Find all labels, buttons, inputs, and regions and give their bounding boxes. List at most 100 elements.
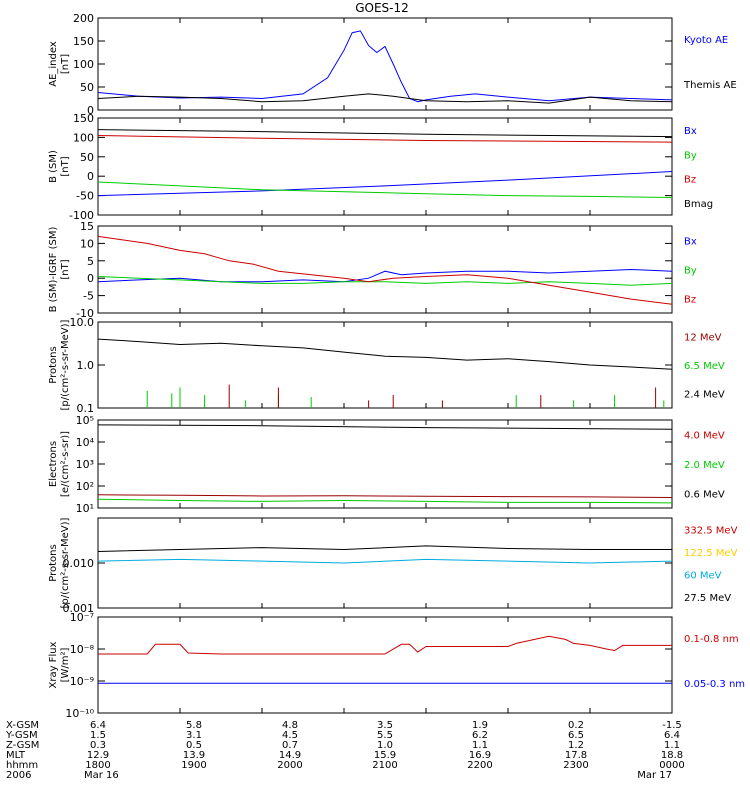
- series-line-27-5-mev: [97, 545, 672, 552]
- y-axis-label: [p/(cm²-s-sr-MeV)]: [60, 517, 71, 608]
- x-axis-value: 4.8: [282, 720, 298, 731]
- x-axis-row-label: hhmm: [6, 760, 38, 771]
- legend-label: 0.6 MeV: [684, 489, 725, 500]
- y-tick-label: 10⁻¹⁰: [65, 707, 94, 720]
- x-axis-value: 14.9: [279, 750, 301, 761]
- y-tick-label: 10⁻⁹: [70, 675, 94, 688]
- x-axis-row-label: X-GSM: [6, 720, 39, 731]
- x-axis-value: 0.7: [282, 740, 298, 751]
- legend-label: 60 MeV: [684, 570, 722, 581]
- y-axis-label: [e/(cm²-s-sr)]: [60, 431, 71, 497]
- legend-label: 0.1-0.8 nm: [684, 634, 739, 645]
- legend-label: Bmag: [684, 199, 713, 210]
- x-axis-row-label: Z-GSM: [6, 740, 39, 751]
- y-axis-label: [nT]: [60, 259, 71, 279]
- panel-2: -100 -50 0 50 100 150 B (SM) [nT] Bx By Bz Bmag: [48, 112, 713, 222]
- y-axis-label: Xray Flux: [48, 641, 59, 688]
- legend-label: 0.05-0.3 nm: [684, 679, 745, 690]
- legend-label: 122.5 MeV: [684, 548, 738, 559]
- y-tick-label: 0: [87, 170, 94, 183]
- panel-4: 0.1 1.0 10.0 Protons [p/(cm²-s-sr-MeV)] 12 Me…: [48, 316, 725, 415]
- y-tick-label: 100: [73, 131, 94, 144]
- panel-5: 10¹ 10² 10³ 10⁴ 10⁵ Electrons [e/(cm²-s-sr)] 4.…: [48, 414, 725, 515]
- series-line-4-0-mev: [97, 494, 673, 498]
- legend-label: Bz: [684, 175, 696, 186]
- y-axis-label: B (SM): [48, 150, 59, 183]
- series-line-2-4-mev: [97, 338, 673, 370]
- x-axis-value: 1900: [181, 760, 206, 771]
- y-tick-label: 1.0: [77, 359, 95, 372]
- panel-frame: [97, 225, 673, 314]
- x-axis-value: 3.1: [186, 730, 202, 741]
- x-axis-row-label: MLT: [6, 750, 26, 761]
- legend-label: Bx: [684, 237, 697, 248]
- y-axis-label: [nT]: [60, 54, 71, 74]
- x-axis-value: 6.4: [664, 730, 680, 741]
- x-axis-value: 2300: [563, 760, 588, 771]
- x-axis-value: 6.2: [472, 730, 488, 741]
- series-line-bmag: [97, 129, 673, 138]
- y-tick-label: 50: [80, 81, 94, 94]
- legend-label: Bx: [684, 126, 697, 137]
- x-axis-value: 0.2: [568, 720, 584, 731]
- legend-label: 6.5 MeV: [684, 361, 725, 372]
- y-tick-label: 10: [80, 237, 94, 250]
- legend-label: By: [684, 266, 697, 277]
- x-axis-value: 6.4: [90, 720, 106, 731]
- x-axis-value: 0.3: [90, 740, 106, 751]
- x-axis-value: 1.9: [472, 720, 488, 731]
- y-tick-label: 10⁻⁸: [70, 643, 95, 656]
- x-axis-value: 1.0: [377, 740, 393, 751]
- x-axis-value: 16.9: [469, 750, 491, 761]
- x-axis-value: 1800: [85, 760, 110, 771]
- y-axis-label: Electrons: [48, 441, 59, 487]
- x-axis-value: 6.5: [568, 730, 584, 741]
- x-axis-value: 1.1: [472, 740, 488, 751]
- series-line-2-0-mev: [97, 498, 673, 504]
- legend-label: By: [684, 150, 697, 161]
- x-axis-value: 15.9: [374, 750, 396, 761]
- x-axis-value: 1.5: [90, 730, 106, 741]
- y-tick-label: 150: [73, 112, 94, 125]
- x-axis-value: 1.2: [568, 740, 584, 751]
- y-tick-label: 0.1: [77, 402, 95, 415]
- x-axis-value: 0.5: [186, 740, 202, 751]
- chart-title: GOES-12: [355, 1, 409, 15]
- x-axis-value: 0000: [659, 760, 684, 771]
- series-line-bx: [97, 171, 673, 197]
- y-axis-label: B (SM)-IGRF (SM): [48, 227, 59, 313]
- y-axis-label: [W/m²]: [60, 647, 71, 682]
- x-axis-value: 17.8: [565, 750, 587, 761]
- y-tick-label: 50: [80, 151, 94, 164]
- y-axis-label: AE_index: [48, 41, 59, 87]
- y-tick-label: 0.010: [63, 557, 95, 570]
- x-axis-value: 13.9: [183, 750, 205, 761]
- panel-6: 0.001 0.010 Protons [p/(cm²-s-sr-MeV)] 332.5…: [48, 517, 738, 615]
- y-tick-label: 10³: [76, 458, 94, 471]
- y-tick-label: 15: [80, 220, 94, 233]
- legend-label: Themis AE: [683, 80, 737, 91]
- x-axis-value: 2000: [277, 760, 302, 771]
- y-tick-label: 0: [87, 272, 94, 285]
- series-line-bx: [97, 268, 673, 283]
- legend-label: 2.0 MeV: [684, 460, 725, 471]
- panel-1: 0 50 100 150 200 AE_index [nT] Kyoto AE Themis A…: [48, 12, 737, 117]
- y-tick-label: -10: [76, 307, 94, 320]
- y-tick-label: 0.001: [63, 602, 95, 615]
- series-line-themis-ae: [97, 93, 673, 104]
- y-tick-label: 10⁴: [76, 436, 95, 449]
- legend-label: 27.5 MeV: [684, 593, 731, 604]
- y-axis-label: Protons: [48, 544, 59, 581]
- x-axis-value: 5.5: [377, 730, 393, 741]
- series-line-60-mev: [97, 558, 673, 564]
- x-axis-value: -1.5: [662, 720, 682, 731]
- y-tick-label: 10.0: [70, 316, 95, 329]
- panel-frame: [97, 17, 673, 111]
- y-tick-label: 100: [73, 58, 94, 71]
- x-axis-value: 5.8: [186, 720, 202, 731]
- x-axis-value: 4.5: [282, 730, 298, 741]
- y-tick-label: 200: [73, 12, 94, 25]
- x-axis-value: 3.5: [377, 720, 393, 731]
- y-tick-label: -50: [76, 190, 94, 203]
